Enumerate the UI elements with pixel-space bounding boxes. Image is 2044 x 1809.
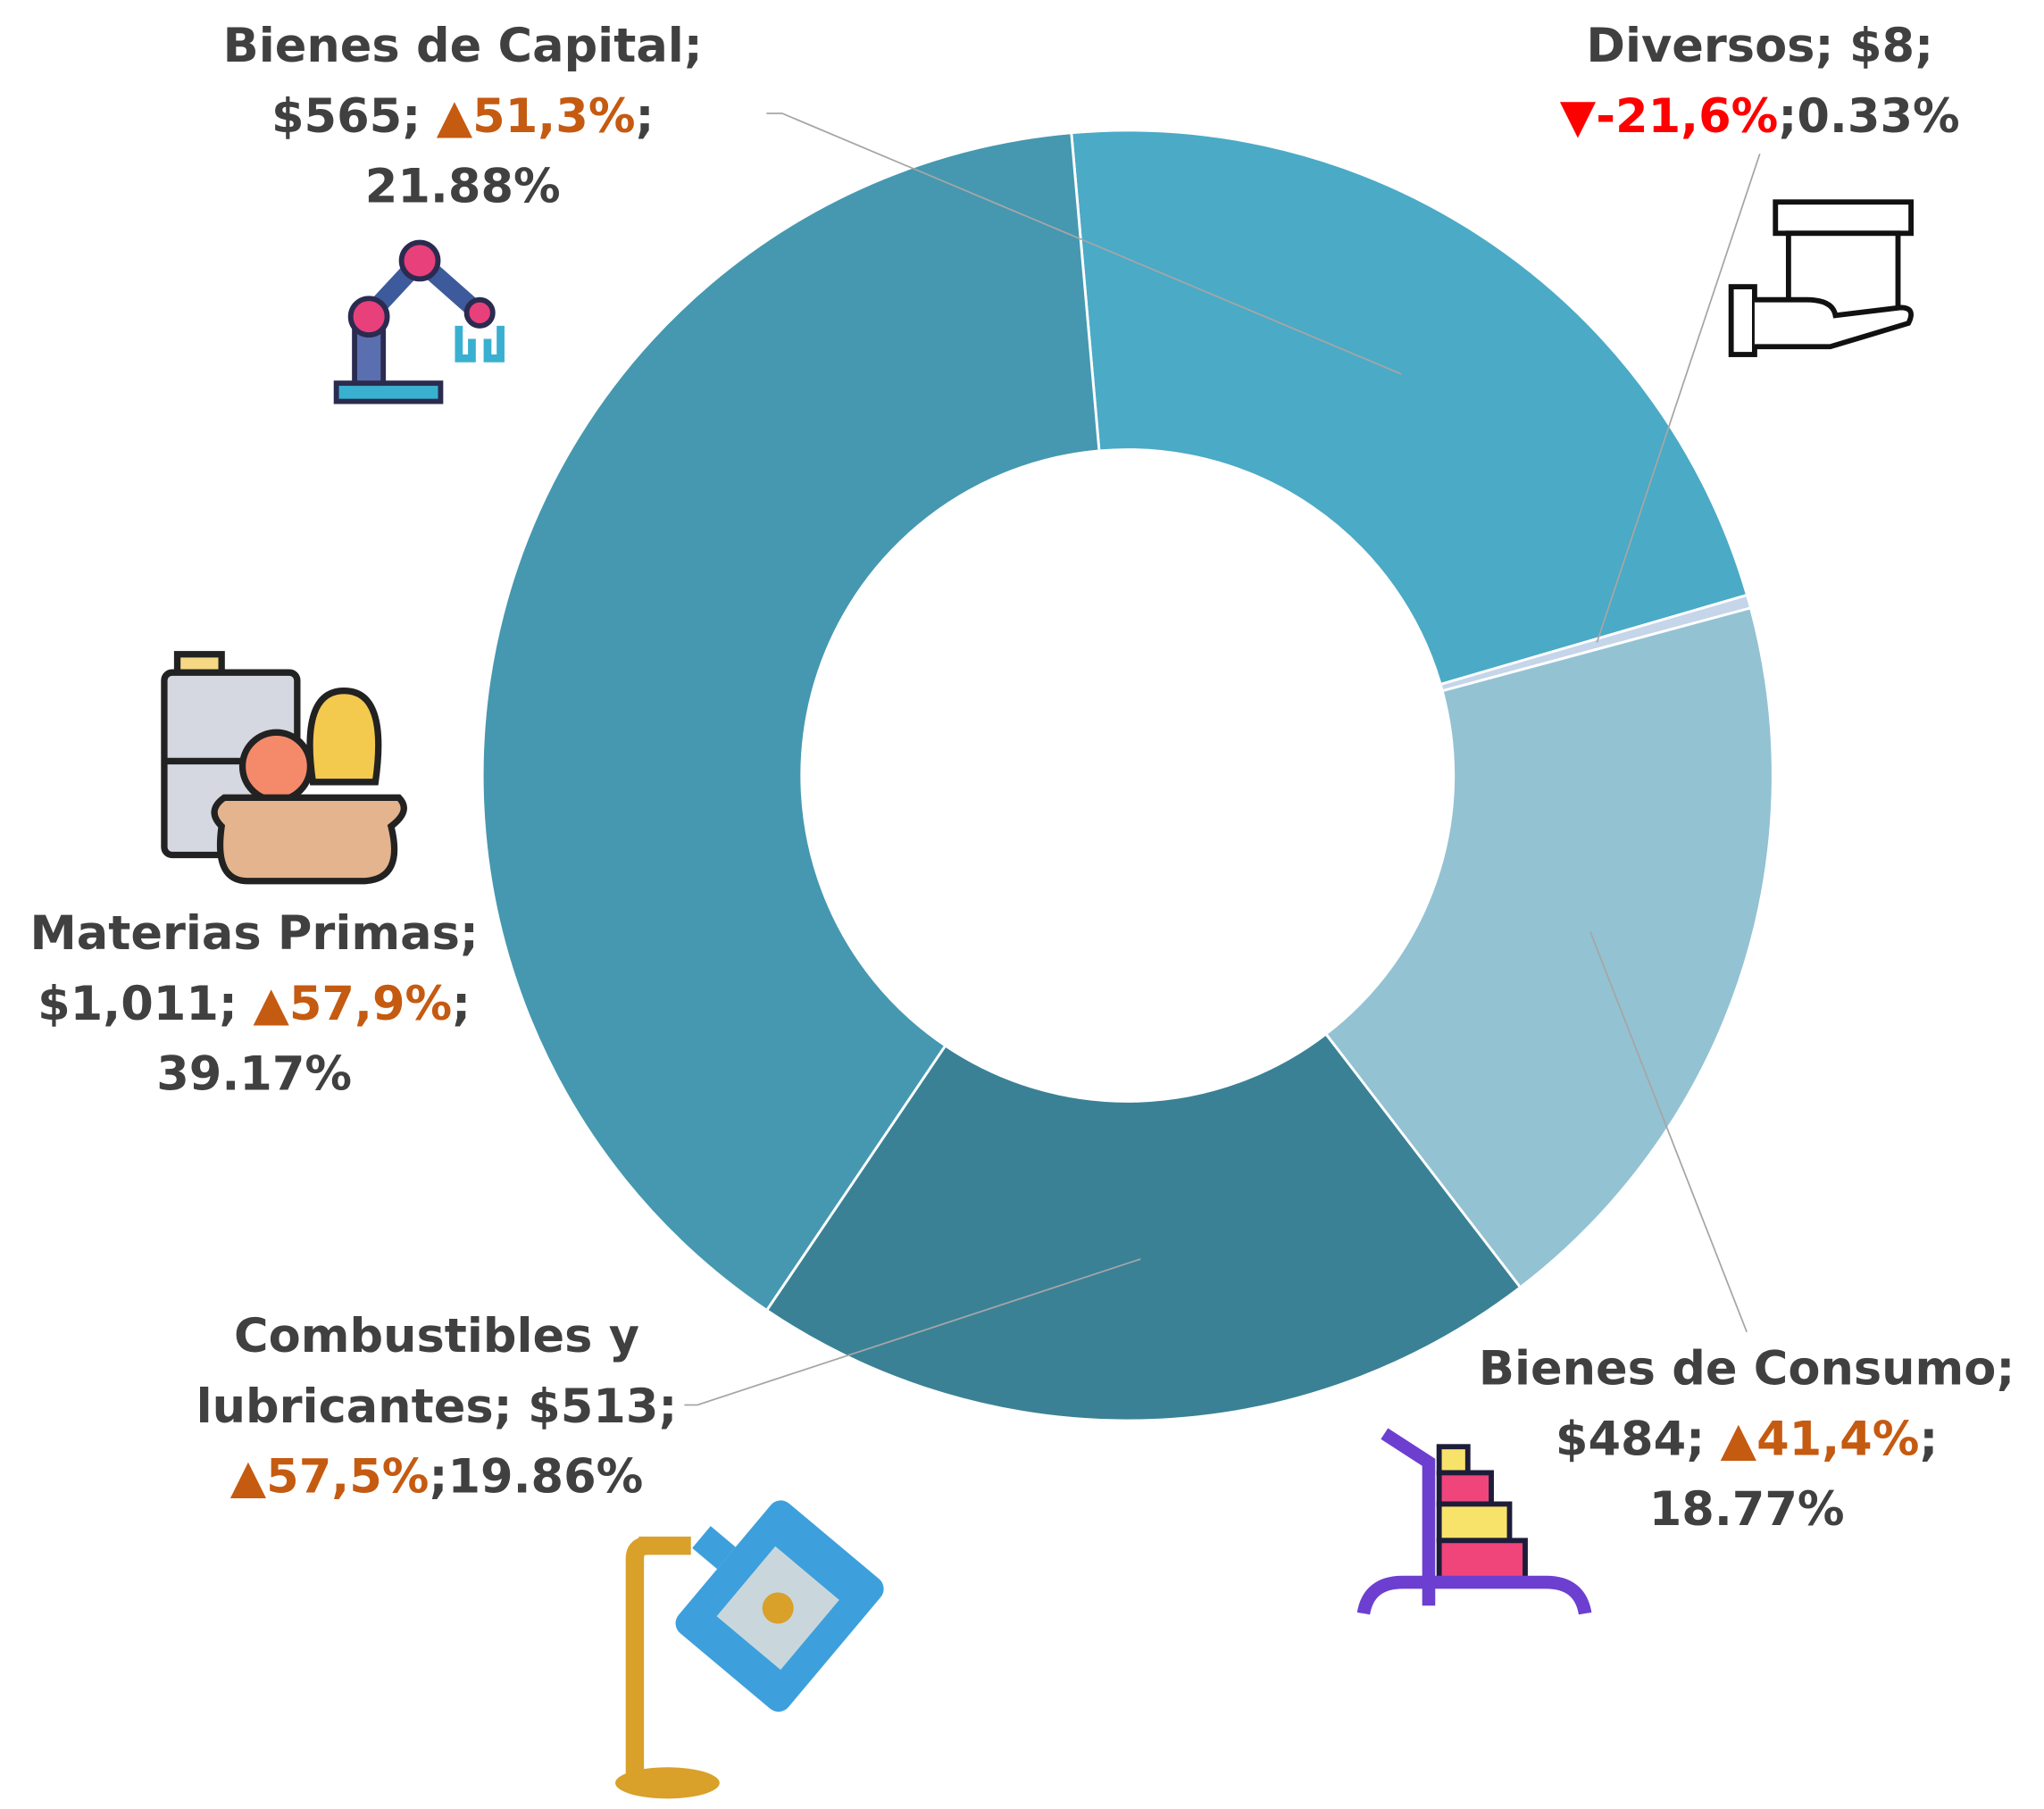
separator: ; [402, 88, 421, 143]
separator: ; [219, 976, 238, 1030]
separator: ; [684, 19, 703, 73]
change-label: ▲51,3% [437, 88, 636, 143]
share-label: 18.77% [1649, 1482, 1845, 1537]
category-label: Bienes de Consumo [1479, 1341, 1997, 1396]
amount-label: $8 [1849, 19, 1915, 73]
data-label: 21.88% [365, 159, 561, 213]
leader-line [1589, 931, 1748, 1333]
leader-line [684, 1258, 1141, 1406]
icon-box-hand [1728, 199, 1915, 357]
share-label: 39.17% [156, 1046, 352, 1101]
category-label: lubricantes [196, 1380, 494, 1434]
change-label: ▼-21,6% [1560, 88, 1779, 143]
separator: ; [1996, 1341, 2015, 1396]
category-label: Materias Primas [29, 906, 459, 961]
share-label: 19.86% [447, 1449, 643, 1504]
amount-label: $484 [1556, 1412, 1686, 1466]
data-label: ▲57,5%;19.86% [230, 1449, 644, 1504]
donut-slice [1070, 129, 1749, 687]
separator: ; [429, 1449, 447, 1504]
amount-label: $565 [271, 88, 402, 143]
amount-label: $513 [528, 1380, 658, 1434]
separator: ; [635, 88, 654, 143]
category-label: Combustibles y [234, 1309, 639, 1363]
donut [480, 129, 1774, 1422]
data-label: 18.77% [1649, 1482, 1845, 1537]
data-label: Combustibles y [234, 1309, 639, 1363]
leader-line [766, 113, 1402, 375]
data-labels: Bienes de Capital;$565; ▲51,3%;21.88%Dive… [29, 19, 2015, 1537]
donut-slice [1323, 606, 1774, 1289]
icon-trolley [1356, 1428, 1592, 1615]
data-label: $565; ▲51,3%; [271, 88, 655, 143]
donut-slice [764, 1032, 1523, 1422]
icon-fuel-can [615, 1500, 884, 1799]
data-label: lubricantes; $513; [196, 1380, 678, 1434]
separator: ; [1815, 19, 1833, 73]
donut-slice [480, 131, 1101, 1313]
data-label: $1,011; ▲57,9%; [38, 976, 471, 1030]
share-label: 0.33% [1797, 88, 1959, 143]
share-label: 21.88% [365, 159, 561, 213]
change-label: ▲41,4% [1721, 1412, 1920, 1466]
leader-line [1596, 153, 1761, 643]
change-label: ▲57,9% [253, 976, 452, 1030]
separator: ; [1686, 1412, 1705, 1466]
category-label: Diversos [1586, 19, 1815, 73]
data-label: Materias Primas; [29, 906, 478, 961]
category-label: Bienes de Capital [223, 19, 684, 73]
data-label: Bienes de Capital; [223, 19, 703, 73]
leader-lines [684, 113, 1761, 1406]
separator: ; [1915, 19, 1933, 73]
data-label: Diversos; $8; [1586, 19, 1933, 73]
data-label: Bienes de Consumo; [1479, 1341, 2015, 1396]
icon-raw-materials [161, 651, 407, 885]
icon-robot-arm [333, 239, 505, 404]
data-label: 39.17% [156, 1046, 352, 1101]
amount-label: $1,011 [38, 976, 219, 1030]
separator: ; [1919, 1412, 1938, 1466]
separator: ; [460, 906, 479, 961]
separator: ; [1778, 88, 1797, 143]
change-label: ▲57,5% [230, 1449, 430, 1504]
data-label: $484; ▲41,4%; [1556, 1412, 1939, 1466]
data-label: ▼-21,6%;0.33% [1560, 88, 1960, 143]
separator: ; [658, 1380, 677, 1434]
separator: ; [494, 1380, 513, 1434]
separator: ; [452, 976, 471, 1030]
